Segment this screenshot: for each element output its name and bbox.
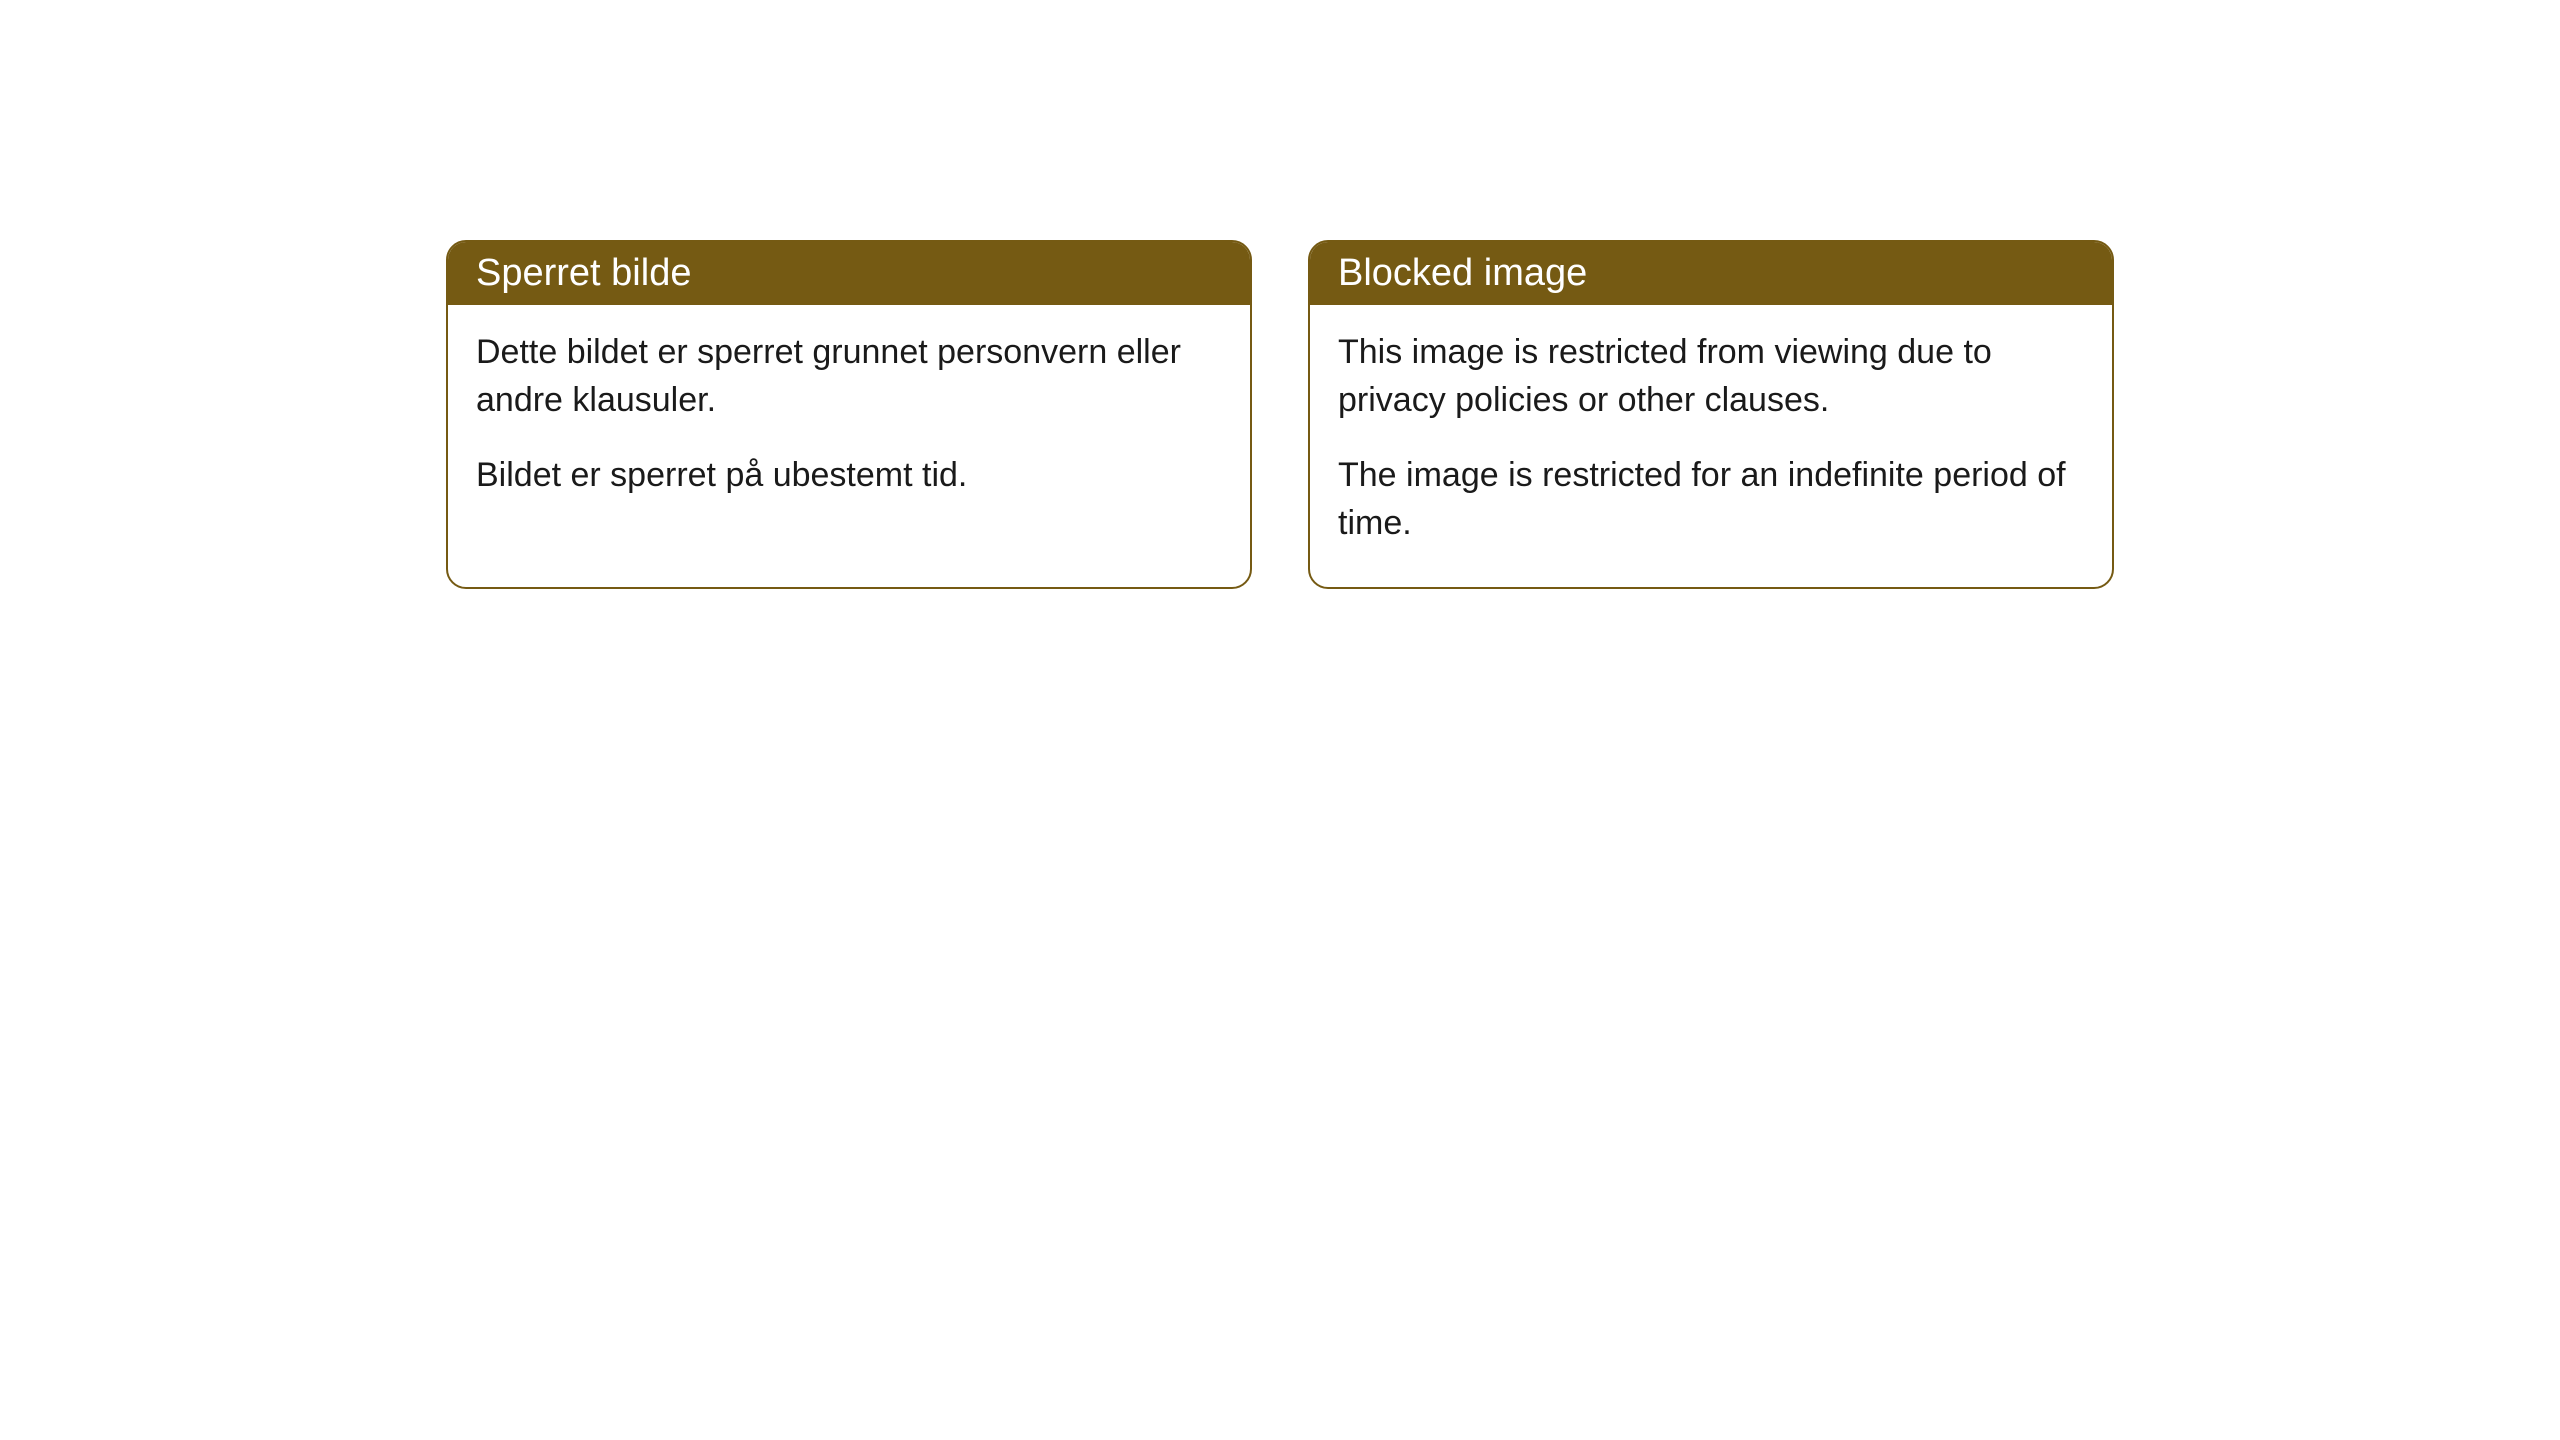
card-body-en: This image is restricted from viewing du… bbox=[1310, 305, 2112, 587]
card-text-en-1: This image is restricted from viewing du… bbox=[1338, 329, 2084, 424]
card-header-no: Sperret bilde bbox=[448, 242, 1250, 305]
notice-cards-container: Sperret bilde Dette bildet er sperret gr… bbox=[446, 240, 2114, 589]
card-text-no-1: Dette bildet er sperret grunnet personve… bbox=[476, 329, 1222, 424]
card-header-en: Blocked image bbox=[1310, 242, 2112, 305]
card-title-en: Blocked image bbox=[1338, 252, 1587, 294]
blocked-image-card-no: Sperret bilde Dette bildet er sperret gr… bbox=[446, 240, 1252, 589]
blocked-image-card-en: Blocked image This image is restricted f… bbox=[1308, 240, 2114, 589]
card-body-no: Dette bildet er sperret grunnet personve… bbox=[448, 305, 1250, 540]
card-text-no-2: Bildet er sperret på ubestemt tid. bbox=[476, 452, 1222, 500]
card-title-no: Sperret bilde bbox=[476, 252, 691, 294]
card-text-en-2: The image is restricted for an indefinit… bbox=[1338, 452, 2084, 547]
